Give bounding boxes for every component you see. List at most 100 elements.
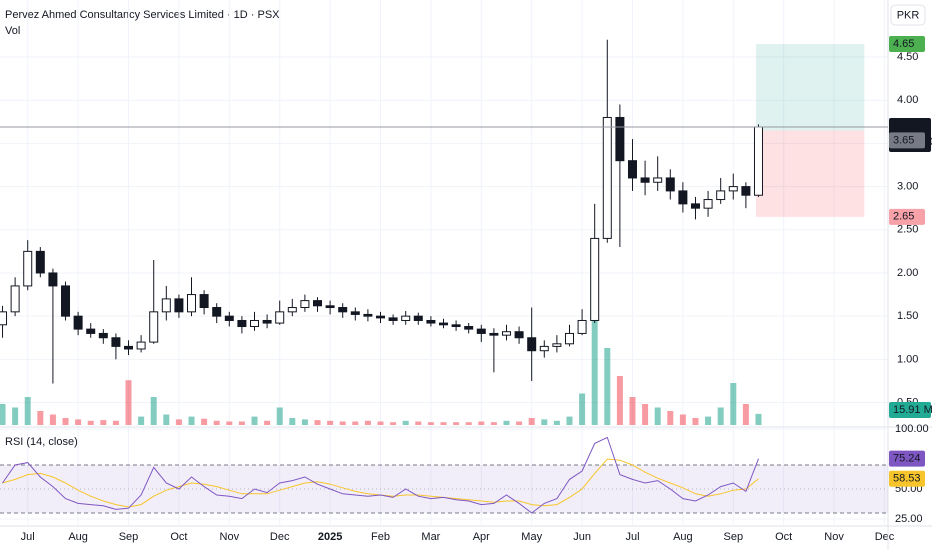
last-price: 3.69 <box>893 121 914 133</box>
candle-body <box>174 298 184 313</box>
volume-bar <box>679 414 686 425</box>
x-tick-label: Feb <box>371 531 390 543</box>
rsi-badge: 75.24 <box>893 453 921 465</box>
volume-bar <box>125 380 132 425</box>
volume-bar <box>490 422 497 425</box>
candle-body <box>86 328 96 334</box>
candle-body <box>602 116 612 239</box>
volume-bar <box>87 420 94 425</box>
candle-body <box>338 307 348 313</box>
volume-bar <box>314 420 321 425</box>
volume-bar <box>352 421 359 425</box>
candle-body <box>275 311 285 324</box>
volume-bar <box>0 404 6 425</box>
candle-body <box>690 203 700 209</box>
volume-bar <box>402 420 409 425</box>
volume-bar <box>503 420 510 425</box>
candle-body <box>363 313 373 317</box>
volume-bar <box>276 407 283 425</box>
x-tick-label: Mar <box>421 531 440 543</box>
x-tick-label: Sep <box>723 531 743 543</box>
x-tick-label: 2025 <box>318 531 342 543</box>
target-label-box <box>889 36 925 53</box>
candle-body <box>262 319 272 324</box>
rsi-tick-label: 25.00 <box>895 513 923 525</box>
candle-body <box>212 307 222 317</box>
chart-title: Pervez Ahmed Consultancy Services Limite… <box>5 9 280 21</box>
currency[interactable]: PKR <box>897 9 920 21</box>
candle-body <box>250 319 260 328</box>
volume-bar <box>616 376 623 425</box>
volume-bar <box>629 397 636 425</box>
y-tick-label: 1.50 <box>897 310 918 322</box>
volume-bar <box>226 421 233 425</box>
candle-body <box>665 177 675 192</box>
y-tick-label: 3.00 <box>897 180 918 192</box>
candle-body <box>187 294 197 313</box>
volume-bar <box>289 418 296 425</box>
volume-bar <box>427 422 434 425</box>
candle-body <box>73 315 83 330</box>
candle-body <box>539 345 549 352</box>
stop-label: 2.65 <box>893 211 914 223</box>
volume-bar <box>213 420 220 425</box>
volume-bar <box>301 419 308 425</box>
candle-body <box>325 305 335 309</box>
candle-body <box>237 319 247 328</box>
candle-body <box>136 341 146 350</box>
candle-body <box>35 250 45 274</box>
x-tick-label: Nov <box>220 531 240 543</box>
volume-bar <box>604 348 611 425</box>
candle-body <box>0 311 8 326</box>
candle-body <box>300 300 310 309</box>
candle-body <box>703 199 713 209</box>
volume-bar <box>390 422 397 425</box>
volume-bar <box>377 421 384 425</box>
volume-bar <box>264 420 271 425</box>
x-tick-label: Aug <box>68 531 88 543</box>
volume-bar <box>201 418 208 425</box>
volume-bar <box>163 414 170 425</box>
volume-bar <box>730 383 737 425</box>
volume-bar <box>100 420 107 425</box>
volume-bar <box>150 397 157 425</box>
candle-body <box>615 116 625 162</box>
volume-bar <box>566 416 573 425</box>
candle-body <box>313 300 323 307</box>
candle-body <box>741 186 751 196</box>
volume-bar <box>49 414 56 425</box>
candle-body <box>514 331 524 339</box>
volume-badge: 15.91 M <box>893 404 932 416</box>
candle-body <box>438 322 448 326</box>
volume-bar <box>478 421 485 425</box>
rsi-title: RSI (14, close) <box>5 436 78 448</box>
volume-bar <box>138 416 145 425</box>
y-tick-label: 2.00 <box>897 267 918 279</box>
y-tick-label: 4.50 <box>897 51 918 63</box>
x-tick-label: Oct <box>170 531 187 543</box>
candle-body <box>476 328 486 334</box>
volume-bar <box>654 407 661 425</box>
volume-bar <box>642 404 649 425</box>
volume-bar <box>528 418 535 425</box>
volume-bar <box>327 420 334 425</box>
candle-body <box>61 285 71 317</box>
volume-bar <box>440 422 447 425</box>
volume-bar <box>188 416 195 425</box>
candle-body <box>350 311 360 315</box>
currency-box[interactable] <box>890 4 926 26</box>
candle-body <box>640 177 650 183</box>
candle-body <box>527 337 537 352</box>
volume-bar <box>465 422 472 425</box>
candle-body <box>287 307 297 313</box>
volume-bar <box>112 420 119 425</box>
volume-bar <box>717 407 724 425</box>
entry-label-box <box>889 132 925 149</box>
candle-body <box>161 298 171 313</box>
stop-label-box <box>889 208 925 225</box>
candle-body <box>590 237 600 321</box>
candle-body <box>577 319 587 334</box>
volume-bar <box>591 320 598 425</box>
x-tick-label: Jul <box>21 531 35 543</box>
